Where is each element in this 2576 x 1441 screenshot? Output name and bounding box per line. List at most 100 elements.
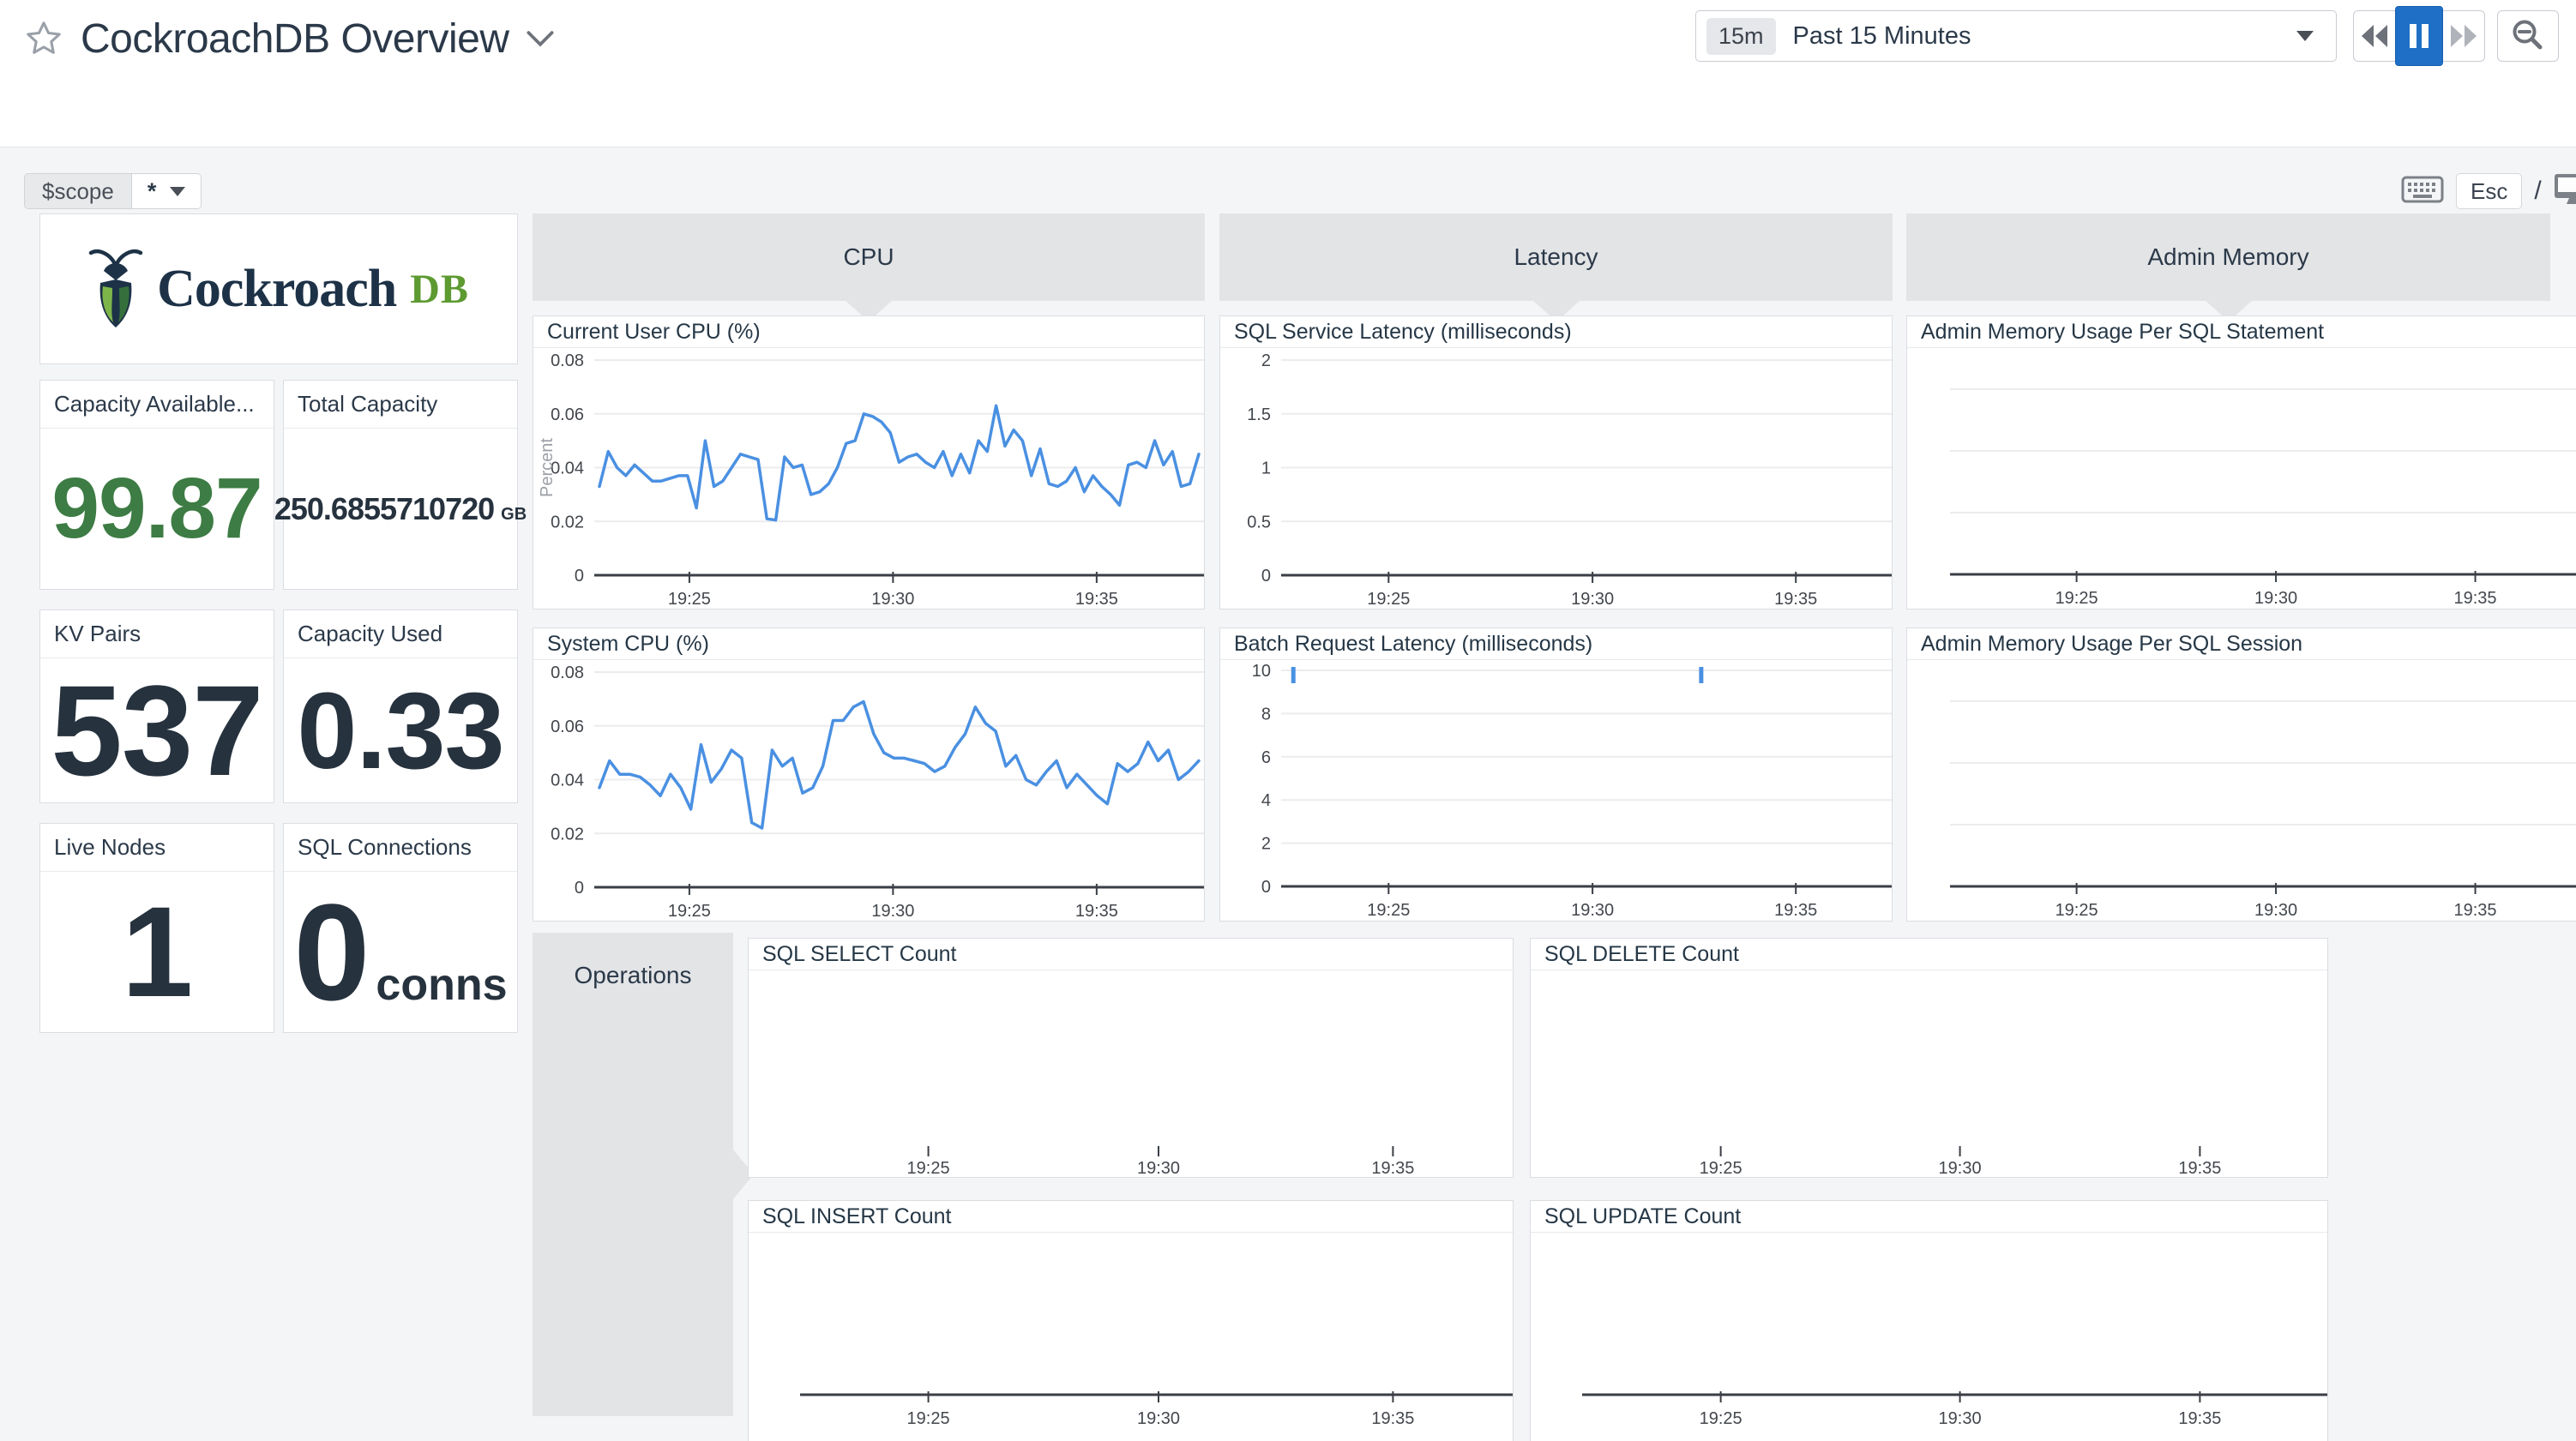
pause-button[interactable] xyxy=(2395,6,2443,66)
playback-controls xyxy=(2353,6,2485,66)
caret-down-icon xyxy=(170,186,186,196)
scope-variable-name: $scope xyxy=(25,174,132,208)
svg-text:0.02: 0.02 xyxy=(551,825,584,844)
chart-card-admin-memory-statement: Admin Memory Usage Per SQL Statement 19:… xyxy=(1906,315,2576,609)
chart-card-sql-service-latency: SQL Service Latency (milliseconds) 0 0.5 1… xyxy=(1219,315,1893,609)
svg-text:0.06: 0.06 xyxy=(551,717,584,736)
svg-text:19:30: 19:30 xyxy=(1939,1409,1982,1428)
svg-text:19:30: 19:30 xyxy=(871,902,914,921)
time-range-label: Past 15 Minutes xyxy=(1792,21,1971,50)
svg-text:19:35: 19:35 xyxy=(1774,590,1817,609)
svg-text:19:35: 19:35 xyxy=(1075,902,1118,921)
svg-text:10: 10 xyxy=(1252,662,1271,681)
chart-card-system-cpu: System CPU (%) 0 0.02 0.04 0.06 0.08 19:25 19:… xyxy=(533,627,1205,922)
cockroachdb-logo-card[interactable]: Cockroach DB xyxy=(39,213,518,364)
chart-plot-area[interactable]: 19:25 19:30 19:35 xyxy=(1531,1233,2327,1441)
svg-text:19:35: 19:35 xyxy=(1774,901,1817,920)
svg-text:0.04: 0.04 xyxy=(551,459,584,478)
svg-text:19:35: 19:35 xyxy=(1075,590,1118,609)
svg-text:19:25: 19:25 xyxy=(2055,589,2098,608)
group-header-operations[interactable]: Operations xyxy=(533,933,733,1416)
time-range-selector[interactable]: 15m Past 15 Minutes xyxy=(1695,10,2337,62)
stat-card-capacity-used[interactable]: Capacity Used 0.33 xyxy=(283,609,518,803)
chart-card-admin-memory-session: Admin Memory Usage Per SQL Session 19:25… xyxy=(1906,627,2576,922)
chart-plot-area[interactable]: 0 0.5 1 1.5 2 19:25 19:30 19:35 xyxy=(1220,348,1892,609)
group-label: Admin Memory xyxy=(2147,243,2309,270)
svg-text:1: 1 xyxy=(1261,459,1271,478)
chart-title: Admin Memory Usage Per SQL Statement xyxy=(1907,316,2576,348)
chart-title: SQL INSERT Count xyxy=(749,1201,1513,1233)
chart-plot-area[interactable]: 19:25 19:30 19:35 xyxy=(749,970,1513,1177)
svg-text:19:30: 19:30 xyxy=(2254,589,2297,608)
svg-text:19:30: 19:30 xyxy=(1939,1159,1982,1177)
keyboard-icon[interactable] xyxy=(2401,174,2444,209)
keyboard-hints: Esc / xyxy=(2401,170,2576,213)
chart-card-current-user-cpu: Current User CPU (%) 0 0.02 0.04 0.06 0.08 19… xyxy=(533,315,1205,609)
svg-text:0.04: 0.04 xyxy=(551,772,584,790)
svg-text:1.5: 1.5 xyxy=(1247,405,1271,424)
stat-unit: GB xyxy=(501,504,527,524)
chart-card-sql-insert-count: SQL INSERT Count 19:25 19:30 19:35 xyxy=(748,1200,1514,1441)
stat-card-kv-pairs[interactable]: KV Pairs 537 xyxy=(39,609,274,803)
chart-title: Batch Request Latency (milliseconds) xyxy=(1220,628,1892,660)
chevron-down-icon[interactable] xyxy=(526,29,555,48)
chart-plot-area[interactable]: 0 0.02 0.04 0.06 0.08 19:25 19:30 19:35 Percent xyxy=(533,348,1204,609)
stat-card-capacity-available[interactable]: Capacity Available... 99.87 xyxy=(39,380,274,590)
fast-forward-button[interactable] xyxy=(2443,11,2484,61)
stat-label: Capacity Used xyxy=(284,610,517,658)
svg-text:0.06: 0.06 xyxy=(551,405,584,424)
svg-text:0.02: 0.02 xyxy=(551,513,584,531)
svg-text:19:30: 19:30 xyxy=(871,590,914,609)
svg-text:0.08: 0.08 xyxy=(551,351,584,370)
stat-label: Capacity Available... xyxy=(40,381,274,429)
svg-text:8: 8 xyxy=(1261,705,1271,724)
rewind-button[interactable] xyxy=(2354,11,2395,61)
svg-text:19:25: 19:25 xyxy=(1367,590,1410,609)
stat-unit: conns xyxy=(376,959,508,1010)
zoom-out-button[interactable] xyxy=(2497,10,2559,62)
star-favorite-icon[interactable] xyxy=(24,19,63,58)
chart-title: Admin Memory Usage Per SQL Session xyxy=(1907,628,2576,660)
stat-card-sql-connections[interactable]: SQL Connections 0 conns xyxy=(283,823,518,1033)
chart-title: SQL Service Latency (milliseconds) xyxy=(1220,316,1892,348)
svg-text:19:35: 19:35 xyxy=(2454,901,2497,920)
svg-text:19:35: 19:35 xyxy=(2178,1159,2221,1177)
svg-text:19:25: 19:25 xyxy=(907,1409,950,1428)
stat-label: KV Pairs xyxy=(40,610,274,658)
group-header-admin-memory[interactable]: Admin Memory xyxy=(1906,213,2550,301)
svg-text:Percent: Percent xyxy=(538,438,557,497)
group-label: Operations xyxy=(574,962,692,988)
chart-plot-area[interactable]: 19:25 19:30 19:35 xyxy=(1531,970,2327,1177)
chart-title: SQL UPDATE Count xyxy=(1531,1201,2327,1233)
tv-mode-icon[interactable] xyxy=(2554,173,2576,210)
chart-card-sql-delete-count: SQL DELETE Count 19:25 19:30 19:35 xyxy=(1530,938,2328,1178)
svg-text:19:30: 19:30 xyxy=(2254,901,2297,920)
chart-plot-area[interactable]: 19:25 19:30 19:35 xyxy=(749,1233,1513,1441)
chart-plot-area[interactable]: 0 2 4 6 8 10 19:25 19:30 19:35 xyxy=(1220,660,1892,921)
stat-value: 250.6855710720 xyxy=(274,490,495,526)
stat-label: Live Nodes xyxy=(40,824,274,872)
page-title[interactable]: CockroachDB Overview xyxy=(81,15,509,62)
svg-text:19:25: 19:25 xyxy=(1700,1409,1742,1428)
chart-plot-area[interactable]: 0 0.02 0.04 0.06 0.08 19:25 19:30 19:35 xyxy=(533,660,1204,921)
svg-text:2: 2 xyxy=(1261,351,1271,370)
scope-variable-dropdown[interactable]: $scope * xyxy=(24,173,202,209)
chart-plot-area[interactable]: 19:25 19:30 19:35 xyxy=(1907,660,2576,921)
chart-plot-area[interactable]: 19:25 19:30 19:35 xyxy=(1907,348,2576,609)
svg-text:19:35: 19:35 xyxy=(1371,1159,1414,1177)
chart-title: SQL DELETE Count xyxy=(1531,939,2327,970)
svg-text:0: 0 xyxy=(575,567,584,585)
svg-text:6: 6 xyxy=(1261,748,1271,767)
chart-card-batch-request-latency: Batch Request Latency (milliseconds) 0 2 4… xyxy=(1219,627,1893,922)
svg-text:2: 2 xyxy=(1261,835,1271,854)
stat-card-live-nodes[interactable]: Live Nodes 1 xyxy=(39,823,274,1033)
scope-variable-value: * xyxy=(147,177,157,204)
slash-separator: / xyxy=(2534,177,2542,205)
group-header-cpu[interactable]: CPU xyxy=(533,213,1205,301)
stat-value: 0 xyxy=(293,874,370,1029)
stat-value: 0.33 xyxy=(297,669,504,791)
stat-card-total-capacity[interactable]: Total Capacity 250.6855710720 GB xyxy=(274,380,527,590)
group-header-latency[interactable]: Latency xyxy=(1219,213,1893,301)
chart-title: SQL SELECT Count xyxy=(749,939,1513,970)
svg-text:19:25: 19:25 xyxy=(1700,1159,1742,1177)
